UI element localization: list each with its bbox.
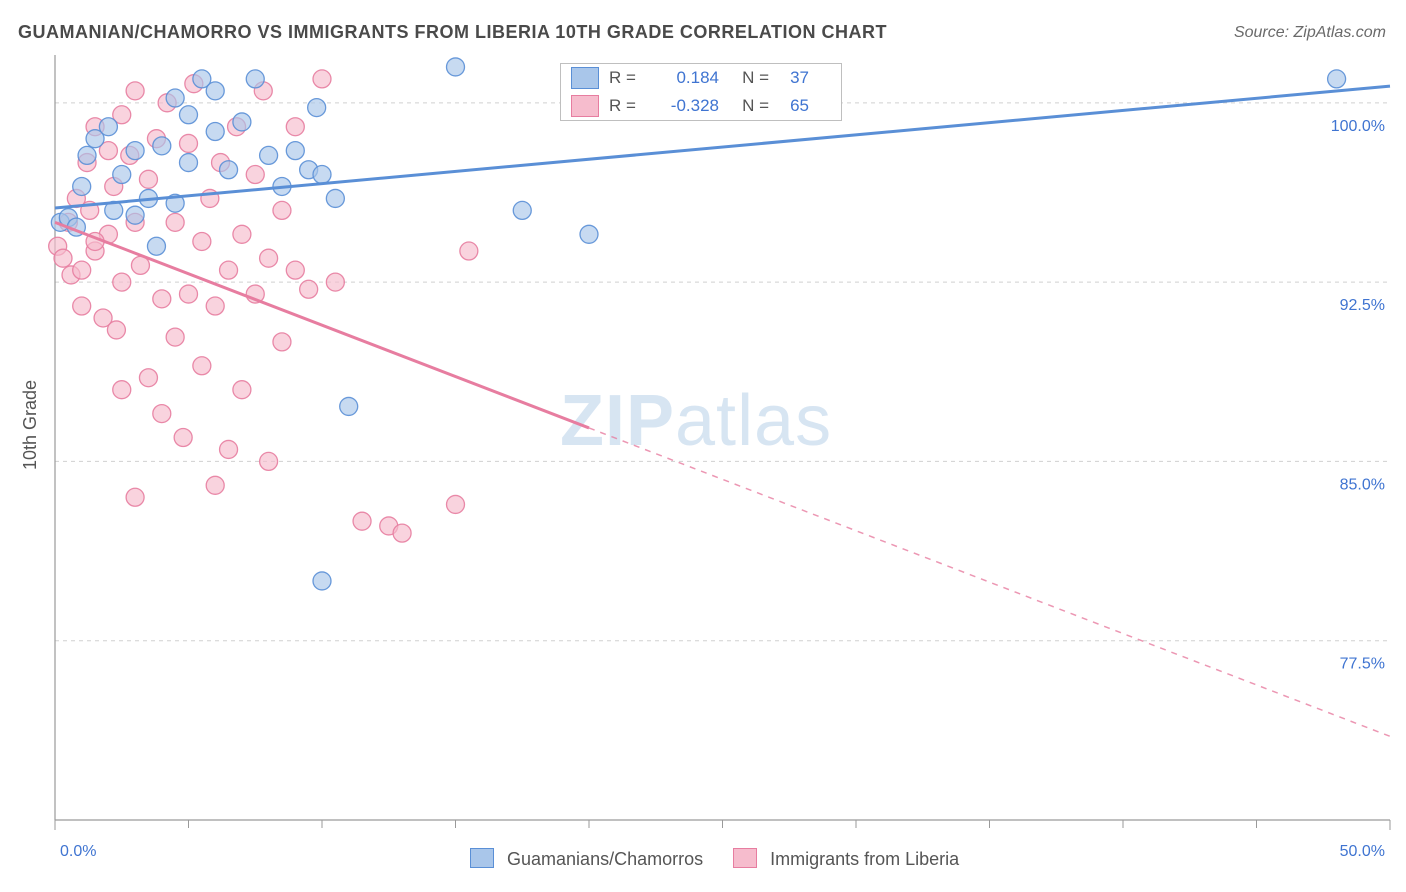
r-value-guam: 0.184 [647, 68, 719, 88]
svg-text:50.0%: 50.0% [1340, 843, 1385, 860]
svg-text:92.5%: 92.5% [1340, 297, 1385, 314]
svg-text:77.5%: 77.5% [1340, 656, 1385, 673]
r-value-liberia: -0.328 [647, 96, 719, 116]
stats-row-liberia: R = -0.328 N = 65 [561, 92, 841, 120]
swatch-guam-icon [470, 848, 494, 868]
legend-item-liberia: Immigrants from Liberia [733, 848, 959, 870]
svg-text:100.0%: 100.0% [1331, 118, 1385, 135]
swatch-liberia-icon [733, 848, 757, 868]
swatch-guam [571, 67, 599, 89]
legend-label-guam: Guamanians/Chamorros [507, 849, 703, 869]
bottom-legend: Guamanians/Chamorros Immigrants from Lib… [470, 848, 959, 870]
scatter-chart: 77.5% 85.0% 92.5% 100.0% 0.0% 50.0% [0, 0, 1406, 892]
r-label: R = [609, 68, 647, 88]
n-value-liberia: 65 [769, 96, 809, 116]
svg-text:85.0%: 85.0% [1340, 476, 1385, 493]
svg-text:0.0%: 0.0% [60, 843, 96, 860]
legend-item-guam: Guamanians/Chamorros [470, 848, 703, 870]
n-label: N = [719, 96, 769, 116]
stats-legend: R = 0.184 N = 37 R = -0.328 N = 65 [560, 63, 842, 121]
stats-row-guam: R = 0.184 N = 37 [561, 64, 841, 92]
legend-label-liberia: Immigrants from Liberia [770, 849, 959, 869]
n-value-guam: 37 [769, 68, 809, 88]
swatch-liberia [571, 95, 599, 117]
n-label: N = [719, 68, 769, 88]
r-label: R = [609, 96, 647, 116]
